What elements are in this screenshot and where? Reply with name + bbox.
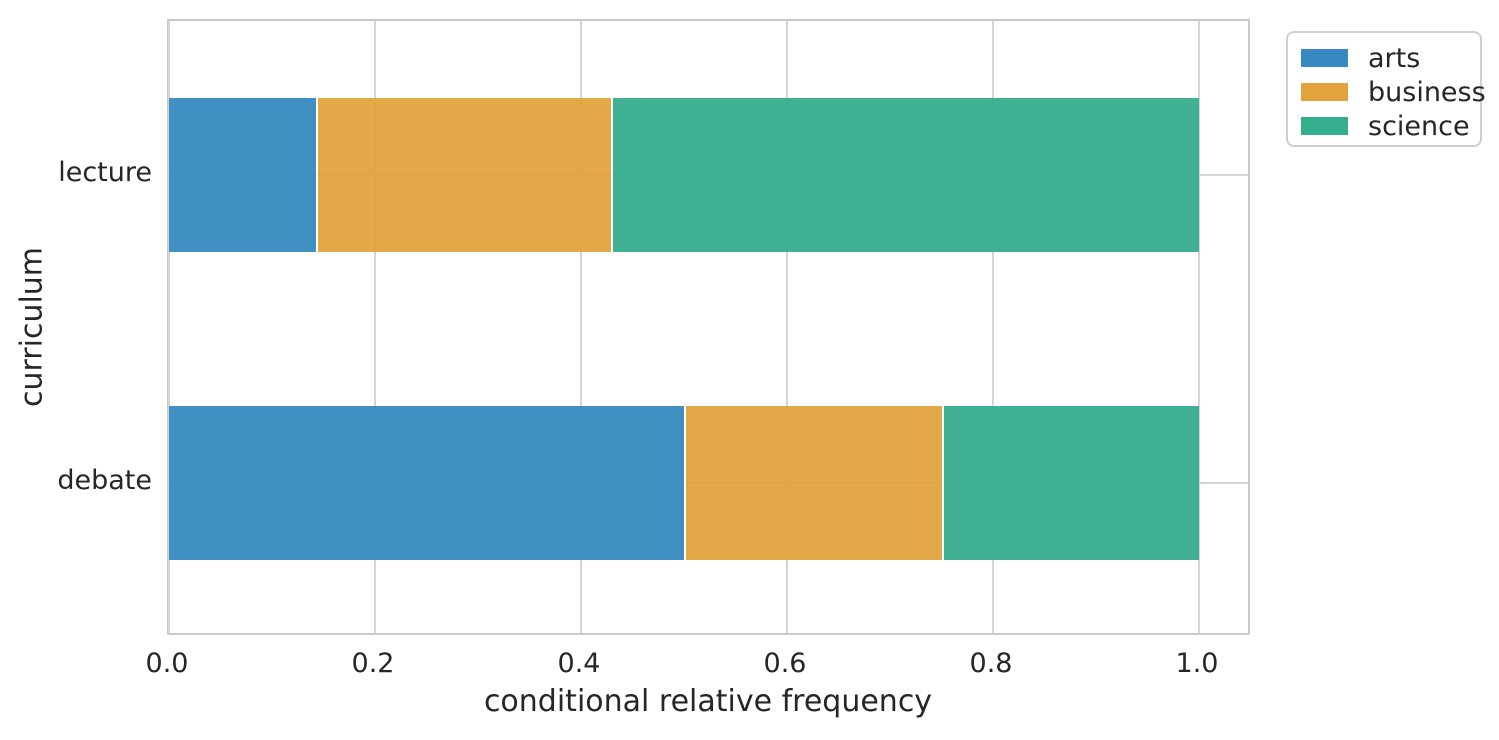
- y-axis-label: curriculum: [14, 246, 50, 408]
- legend-item-science: science: [1301, 109, 1480, 143]
- legend-label-science: science: [1368, 110, 1470, 142]
- bar-lecture-business: [316, 98, 611, 252]
- xtick-0.2: 0.2: [351, 648, 395, 679]
- plot-area: [167, 19, 1250, 635]
- business-swatch-icon: [1301, 83, 1348, 101]
- bar-lecture-science: [610, 98, 1199, 252]
- gridline-x-0.0: [168, 21, 170, 633]
- legend-label-arts: arts: [1368, 42, 1421, 74]
- legend-label-business: business: [1368, 76, 1486, 108]
- xtick-0.8: 0.8: [969, 648, 1013, 679]
- bar-lecture-arts: [169, 98, 317, 252]
- xtick-0.6: 0.6: [763, 648, 807, 679]
- gridline-x-0.4: [580, 21, 582, 633]
- x-axis-label: conditional relative frequency: [483, 684, 933, 719]
- legend: arts business science: [1286, 31, 1486, 147]
- gridline-x-1.0: [1198, 21, 1200, 633]
- gridline-x-0.8: [992, 21, 994, 633]
- xtick-0.4: 0.4: [557, 648, 601, 679]
- science-swatch-icon: [1301, 117, 1348, 135]
- bar-debate-arts: [169, 406, 684, 560]
- gridline-x-0.6: [786, 21, 788, 633]
- ytick-lecture: lecture: [58, 157, 152, 188]
- ytick-debate: debate: [57, 465, 152, 496]
- legend-item-arts: arts: [1301, 41, 1480, 75]
- bar-debate-business: [684, 406, 942, 560]
- gridline-x-0.2: [374, 21, 376, 633]
- legend-item-business: business: [1301, 75, 1486, 109]
- arts-swatch-icon: [1301, 49, 1348, 67]
- xtick-1.0: 1.0: [1175, 648, 1219, 679]
- bar-debate-science: [941, 406, 1199, 560]
- xtick-0.0: 0.0: [145, 648, 189, 679]
